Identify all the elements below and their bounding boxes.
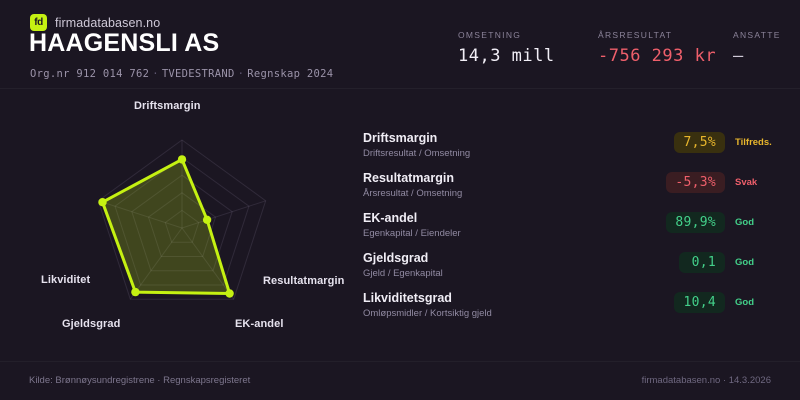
metric-name: Driftsmargin [363, 131, 438, 145]
radar-grid-ring [164, 209, 200, 243]
brand[interactable]: fd firmadatabasen.no [30, 14, 160, 31]
radar-axis-label-likviditet: Likviditet [41, 274, 91, 286]
kpi-row: OMSETNING 14,3 mill ÅRSRESULTAT -756 293… [458, 30, 781, 66]
metric-formula: Egenkapital / Eiendeler [363, 227, 461, 239]
metric-formula: Årsresultat / Omsetning [363, 187, 463, 199]
footer-source: Kilde: Brønnøysundregistrene · Regnskaps… [29, 375, 251, 386]
radar-grid-ring [131, 174, 233, 272]
metric-row-gjeldsgrad[interactable]: Gjeldsgrad Gjeld / Egenkapital 0,1 God [363, 250, 783, 290]
metric-row-resultatmargin[interactable]: Resultatmargin Årsresultat / Omsetning -… [363, 170, 783, 210]
status-badge: Svak [735, 177, 758, 188]
company-meta: Org.nr 912 014 762 · TVEDESTRAND · Regnskap … [30, 68, 333, 80]
page-title: HAAGENSLI AS [29, 29, 220, 57]
radar-series-area [101, 157, 232, 295]
radar-axis-label-ek-andel: EK-andel [235, 318, 284, 330]
kpi-arsresultat-value: -756 293 kr [598, 46, 717, 66]
radar-grid-ring [147, 192, 217, 257]
radar-spoke [181, 227, 235, 300]
city: TVEDESTRAND [161, 68, 235, 80]
footer-stamp: firmadatabasen.no · 14.3.2026 [641, 375, 771, 386]
metric-value-group: -5,3% Svak [666, 172, 783, 193]
orgnr: Org.nr 912 014 762 [30, 68, 150, 80]
metric-value-group: 7,5% Tilfreds. [674, 132, 783, 153]
brand-name: firmadatabasen.no [55, 15, 161, 30]
metric-row-ek-andel[interactable]: EK-andel Egenkapital / Eiendeler 89,9% G… [363, 210, 783, 250]
radar-data-point [225, 289, 234, 298]
metric-formula: Driftsresultat / Omsetning [363, 147, 471, 159]
metric-value-group: 0,1 God [679, 252, 783, 273]
header: fd firmadatabasen.no HAAGENSLI AS Org.nr… [0, 0, 800, 89]
metric-row-driftsmargin[interactable]: Driftsmargin Driftsresultat / Omsetning … [363, 130, 783, 170]
header-divider [0, 88, 800, 89]
radar-chart-svg [97, 139, 267, 300]
kpi-ansatte-value: – [733, 46, 744, 66]
status-badge: God [735, 297, 754, 308]
radar-grid-ring [97, 139, 267, 300]
radar-spoke [181, 200, 266, 229]
metric-value-group: 89,9% God [666, 212, 783, 233]
metric-value-group: 10,4 God [674, 292, 783, 313]
radar-axis-label-resultatmargin: Resultatmargin [263, 275, 345, 287]
radar-data-point [98, 198, 107, 207]
kpi-arsresultat: ÅRSRESULTAT -756 293 kr [598, 30, 733, 66]
meta-separator-1: · [152, 68, 159, 80]
accounting-year: Regnskap 2024 [247, 68, 334, 80]
metric-name: EK-andel [363, 211, 418, 225]
kpi-ansatte: ANSATTE – [733, 30, 781, 66]
metric-value-badge: 10,4 [674, 292, 725, 313]
radar-axis-label-gjeldsgrad: Gjeldsgrad [62, 318, 121, 330]
radar-axis-label-driftsmargin: Driftsmargin [134, 100, 201, 112]
firmadatabasen-logo-icon: fd [30, 14, 47, 31]
radar-grid [97, 139, 267, 300]
kpi-omsetning-value: 14,3 mill [458, 46, 555, 66]
status-badge: Tilfreds. [735, 137, 772, 148]
meta-separator-2: · [237, 68, 245, 80]
status-badge: God [735, 257, 754, 268]
metric-value-badge: -5,3% [666, 172, 725, 193]
metric-formula: Gjeld / Egenkapital [363, 267, 443, 279]
radar-spokes [98, 140, 266, 300]
metric-formula: Omløpsmidler / Kortsiktig gjeld [363, 307, 492, 319]
metric-value-badge: 7,5% [674, 132, 725, 153]
kpi-arsresultat-label: ÅRSRESULTAT [598, 30, 673, 40]
status-badge: God [735, 217, 754, 228]
radar-grid-ring [114, 156, 250, 286]
metric-value-badge: 0,1 [679, 252, 725, 273]
metrics-list: Driftsmargin Driftsresultat / Omsetning … [363, 130, 783, 330]
radar-data-point [177, 155, 187, 164]
radar-data-point [202, 215, 212, 224]
metric-name: Resultatmargin [363, 171, 454, 185]
kpi-ansatte-label: ANSATTE [733, 30, 781, 40]
radar-data-point [131, 287, 140, 297]
metric-name: Likviditetsgrad [363, 291, 452, 305]
kpi-omsetning: OMSETNING 14,3 mill [458, 30, 598, 66]
radar-spoke [129, 227, 183, 300]
radar-series-points [98, 155, 234, 298]
radar-spoke [98, 200, 183, 229]
metric-row-likviditetsgrad[interactable]: Likviditetsgrad Omløpsmidler / Kortsikti… [363, 290, 783, 330]
metric-value-badge: 89,9% [666, 212, 725, 233]
kpi-omsetning-label: OMSETNING [458, 30, 522, 40]
radar-chart: Driftsmargin Resultatmargin Likviditet G… [0, 88, 350, 338]
metric-name: Gjeldsgrad [363, 251, 429, 265]
footer-divider [0, 361, 800, 362]
